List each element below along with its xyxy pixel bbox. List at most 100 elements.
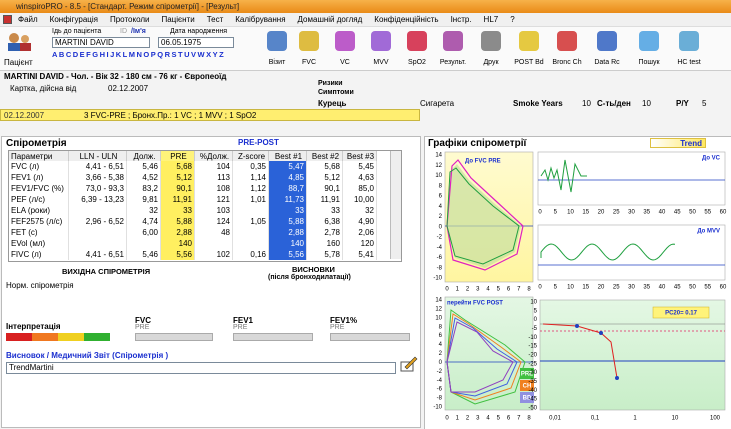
curve	[446, 167, 520, 265]
menu-item[interactable]: Тест	[206, 15, 224, 24]
dob-input[interactable]: 06.05.1975	[158, 37, 234, 48]
table-cell: 32	[127, 205, 161, 216]
id-label: ID	[120, 28, 127, 35]
y-tick-label: 5	[534, 308, 538, 314]
y-tick-label: -50	[528, 406, 537, 412]
button-label: MVV	[373, 59, 389, 66]
toolbar-button[interactable]: MVV	[362, 28, 400, 70]
toolbar-button[interactable]: POST Bd	[510, 28, 548, 70]
plot-title: PC20= 0.17	[665, 311, 698, 317]
table-cell: 88,7	[269, 183, 307, 194]
table-cell: 2,88	[269, 227, 307, 238]
x-tick-label: 4	[486, 416, 490, 422]
x-tick-label: 35	[643, 285, 650, 291]
x-tick-label: 8	[527, 416, 531, 422]
fev1-label: FEV1	[233, 316, 254, 325]
x-tick-label: 0,01	[549, 416, 561, 422]
button-label: Друк	[483, 59, 499, 66]
trend-button[interactable]: Trend	[650, 138, 706, 148]
toolbar-button[interactable]: Результ.	[434, 28, 472, 70]
y-tick-label: -2	[437, 369, 443, 375]
table-cell: 5,47	[269, 161, 307, 172]
menu-item[interactable]: Пацієнти	[161, 15, 195, 24]
table-cell: 11,91	[307, 194, 343, 205]
fvc-label: FVC	[135, 316, 151, 325]
toolbar-button[interactable]: SpO2	[398, 28, 436, 70]
x-tick-label: 1	[456, 416, 460, 422]
toolbar-button[interactable]: FVC	[290, 28, 328, 70]
curve	[446, 317, 518, 397]
table-cell: 33	[269, 205, 307, 216]
scrollbar[interactable]	[390, 151, 401, 259]
y-tick-label: -4	[437, 378, 443, 384]
menu-item[interactable]: Інстр.	[450, 15, 472, 24]
toolbar-button[interactable]: VC	[326, 28, 364, 70]
y-tick-label: 2	[439, 214, 443, 220]
table-cell: 83,2	[127, 183, 161, 194]
pc20-box	[652, 306, 710, 319]
menu-item[interactable]: HL7	[483, 15, 499, 24]
table-cell: 5,45	[343, 161, 377, 172]
menu-item[interactable]: Калібрування	[235, 15, 286, 24]
report-icon[interactable]	[400, 355, 418, 373]
interp-label: Інтерпретація	[6, 322, 61, 331]
y-tick-label: -30	[528, 370, 537, 376]
y-tick-label: -40	[528, 388, 537, 394]
plot-frame	[537, 224, 726, 281]
table-cell: 5,12	[307, 172, 343, 183]
table-cell: 121	[195, 194, 233, 205]
button-icon	[443, 31, 463, 51]
y-tick-label: 10	[435, 315, 442, 321]
risks: Ризики	[318, 80, 343, 87]
table-cell: 4,41 - 6,51	[69, 249, 127, 260]
py: 5	[702, 99, 707, 108]
fvc-sub: PRE	[135, 324, 150, 331]
toolbar-button[interactable]: Візит	[258, 28, 296, 70]
button-icon	[335, 31, 355, 51]
patient-button[interactable]	[4, 30, 34, 66]
table-cell: 2,78	[307, 227, 343, 238]
toolbar-button[interactable]: Друк	[472, 28, 510, 70]
menu-item[interactable]: Протоколи	[109, 15, 150, 24]
menu-item[interactable]: Конфігурація	[49, 15, 98, 24]
table-cell: 102	[195, 249, 233, 260]
visit-bar[interactable]	[0, 109, 420, 121]
toolbar-button[interactable]: Data Rc	[588, 28, 626, 70]
button-icon	[407, 31, 427, 51]
spiro-mode: PRE-POST	[238, 138, 279, 147]
menu-item[interactable]: ?	[510, 15, 515, 24]
menu-item[interactable]: Конфіденційність	[374, 15, 439, 24]
alphabet-bar[interactable]: ABCDEFGHIJKLMNOPQRSTUVWXYZ	[52, 50, 226, 59]
table-cell: 5,68	[307, 161, 343, 172]
toolbar-button[interactable]: Bronc Ch	[548, 28, 586, 70]
x-tick-label: 2	[466, 287, 470, 293]
x-tick-label: 55	[704, 210, 711, 216]
table-cell: 103	[195, 205, 233, 216]
spiro-title: Спірометрія	[6, 138, 67, 149]
menu-item[interactable]: Файл	[18, 15, 38, 24]
table-cell: 5,88	[161, 216, 195, 227]
y-tick-label: 8	[439, 324, 443, 330]
report-input[interactable]: TrendMartini	[6, 362, 396, 374]
y-tick-label: -6	[437, 255, 443, 261]
x-tick-label: 5	[554, 210, 558, 216]
legend-box	[520, 368, 534, 379]
toolbar-button[interactable]: HC test	[670, 28, 708, 70]
table-cell: 10,00	[343, 194, 377, 205]
name-input[interactable]: MARTINI DAVID	[52, 37, 150, 48]
menu-item[interactable]: Домашній догляд	[297, 15, 363, 24]
button-icon	[679, 31, 699, 51]
x-tick-label: 60	[720, 285, 727, 291]
table-cell: 11,91	[161, 194, 195, 205]
table-cell: ELA (роки)	[9, 205, 69, 216]
per-day-label: С-ть/ден	[597, 99, 631, 108]
table-cell: 5,88	[269, 216, 307, 227]
toolbar-button[interactable]: Пошук	[630, 28, 668, 70]
x-tick-label: 45	[674, 210, 681, 216]
curve	[446, 313, 522, 401]
x-tick-label: 3	[476, 416, 480, 422]
button-icon	[639, 31, 659, 51]
y-tick-label: 4	[439, 342, 443, 348]
